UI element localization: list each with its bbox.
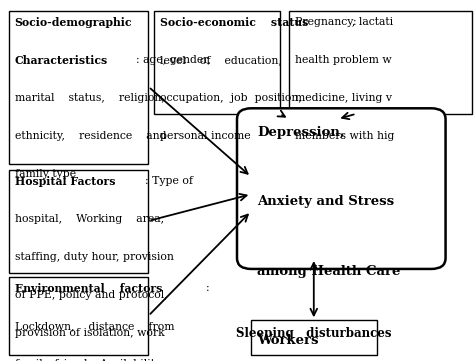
Text: health problem w: health problem w <box>295 55 392 65</box>
Text: of PPE, policy and protocol,: of PPE, policy and protocol, <box>15 290 167 300</box>
Text: Depression,: Depression, <box>257 126 345 139</box>
Text: Hospital Factors: Hospital Factors <box>15 176 115 187</box>
FancyBboxPatch shape <box>289 11 472 114</box>
Text: level    of    education,: level of education, <box>160 55 282 65</box>
Text: hospital,    Working    area,: hospital, Working area, <box>15 214 164 224</box>
Text: Lockdown,    distance    from: Lockdown, distance from <box>15 321 174 331</box>
Text: staffing, duty hour, provision: staffing, duty hour, provision <box>15 252 173 262</box>
Text: members with hig: members with hig <box>295 131 395 142</box>
Text: :: : <box>206 283 210 293</box>
Text: Socio-economic    status: Socio-economic status <box>160 17 309 28</box>
FancyBboxPatch shape <box>154 11 280 114</box>
Text: : age, gender,: : age, gender, <box>136 55 211 65</box>
Text: Pregnancy, lactati: Pregnancy, lactati <box>295 17 393 27</box>
Text: Anxiety and Stress: Anxiety and Stress <box>257 195 394 208</box>
Text: ethnicity,    residence    and: ethnicity, residence and <box>15 131 166 142</box>
Text: family type: family type <box>15 169 76 179</box>
Text: Environmental    factors: Environmental factors <box>15 283 162 294</box>
FancyBboxPatch shape <box>9 277 148 355</box>
FancyBboxPatch shape <box>9 170 148 273</box>
Text: Characteristics: Characteristics <box>15 55 108 66</box>
Text: occupation,  job  position,: occupation, job position, <box>160 93 302 103</box>
Text: among Health Care: among Health Care <box>257 265 401 278</box>
Text: :: : <box>353 17 356 27</box>
Text: Socio-demographic: Socio-demographic <box>15 17 132 28</box>
Text: Sleeping   disturbances: Sleeping disturbances <box>236 327 392 340</box>
FancyBboxPatch shape <box>251 320 377 355</box>
Text: family, friends, Availability: family, friends, Availability <box>15 360 161 361</box>
Text: personal income: personal income <box>160 131 251 142</box>
Text: : Type of: : Type of <box>146 176 193 186</box>
Text: marital    status,    religion,: marital status, religion, <box>15 93 164 103</box>
Text: medicine, living v: medicine, living v <box>295 93 392 103</box>
FancyBboxPatch shape <box>9 11 148 164</box>
FancyBboxPatch shape <box>237 108 446 269</box>
Text: provision of isolation, work: provision of isolation, work <box>15 328 164 338</box>
Text: Workers: Workers <box>257 334 319 347</box>
